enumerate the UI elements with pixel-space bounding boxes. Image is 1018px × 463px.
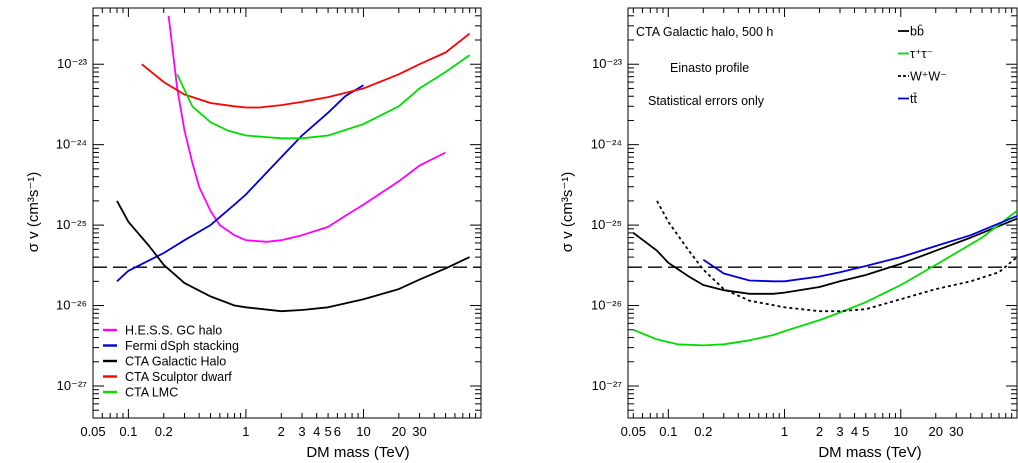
- annotation-group: CTA Galactic halo, 500 h Einasto profile S…: [636, 25, 773, 108]
- series-line: [632, 217, 1017, 295]
- series-line: [702, 215, 1017, 283]
- legend-label: H.E.S.S. GC halo: [125, 324, 222, 338]
- x-tick-label: 0.2: [155, 424, 173, 439]
- legend-label: tt̄: [910, 92, 917, 106]
- plot-frame: [92, 7, 482, 419]
- legend-label: CTA Galactic Halo: [125, 355, 226, 369]
- x-tick-label: 0.05: [80, 424, 105, 439]
- legend-label: CTA LMC: [125, 386, 178, 400]
- y-tick-label: 10⁻²⁶: [56, 298, 87, 313]
- x-tick-label: 5: [862, 424, 869, 439]
- x-tick-label: 2: [816, 424, 823, 439]
- annotation-text: Einasto profile: [670, 61, 749, 75]
- legend-label: W⁺W⁻: [910, 70, 947, 84]
- x-tick-label: 30: [412, 424, 426, 439]
- x-tick-label: 2: [278, 424, 285, 439]
- series-line: [656, 200, 1017, 313]
- y-tick-label: 10⁻²³: [592, 56, 623, 71]
- legend-label: τ⁺τ⁻: [910, 47, 933, 61]
- y-tick-label: 10⁻²⁷: [592, 378, 623, 393]
- y-tick-label: 10⁻²⁵: [56, 217, 87, 232]
- right-chart: σ v (cm³s⁻¹) DM mass (TeV) CTA Galactic …: [559, 7, 1018, 461]
- x-tick-label: 0.1: [119, 424, 137, 439]
- x-tick-label: 20: [929, 424, 943, 439]
- series-line: [116, 84, 364, 282]
- x-tick-label: 3: [836, 424, 843, 439]
- series-line: [176, 54, 471, 140]
- x-tick-label: 4: [851, 424, 858, 439]
- legend-label: Fermi dSph stacking: [125, 339, 239, 353]
- x-tick-label: 4: [313, 424, 320, 439]
- y-tick-label: 10⁻²⁵: [591, 217, 622, 232]
- annotation-text: Statistical errors only: [648, 94, 765, 108]
- series-line: [167, 15, 447, 243]
- x-tick-label: 5: [324, 424, 331, 439]
- series-line: [141, 32, 471, 109]
- y-tick-label: 10⁻²⁴: [591, 137, 622, 152]
- x-tick-label: 3: [298, 424, 305, 439]
- y-tick-label: 10⁻²⁶: [591, 298, 622, 313]
- y-tick-label: 10⁻²³: [57, 56, 88, 71]
- x-tick-label: 0.05: [621, 424, 646, 439]
- x-axis-label: DM mass (TeV): [818, 444, 921, 461]
- legend-label: CTA Sculptor dwarf: [125, 370, 232, 384]
- y-tick-label: 10⁻²⁷: [57, 378, 88, 393]
- y-tick-label: 10⁻²⁴: [56, 137, 87, 152]
- y-axis-label: σ v (cm³s⁻¹): [559, 172, 576, 253]
- legend-label: bb̄: [910, 25, 924, 39]
- x-tick-label: 6: [334, 424, 341, 439]
- plot-frame: [627, 7, 1018, 419]
- x-tick-label: 20: [392, 424, 406, 439]
- y-axis-label: σ v (cm³s⁻¹): [25, 172, 42, 253]
- series-line: [632, 210, 1017, 347]
- left-chart: σ v (cm³s⁻¹) DM mass (TeV) 0.05 0.1 0.2 1 2 3…: [25, 7, 482, 461]
- x-tick-label: 30: [949, 424, 963, 439]
- annotation-text: CTA Galactic halo, 500 h: [636, 25, 773, 39]
- x-tick-label: 1: [781, 424, 788, 439]
- series-line: [116, 200, 470, 313]
- x-tick-label: 10: [894, 424, 908, 439]
- x-tick-label: 1: [242, 424, 249, 439]
- x-tick-label: 0.2: [694, 424, 712, 439]
- x-axis-label: DM mass (TeV): [306, 444, 409, 461]
- x-tick-label: 10: [356, 424, 370, 439]
- x-tick-label: 0.1: [659, 424, 677, 439]
